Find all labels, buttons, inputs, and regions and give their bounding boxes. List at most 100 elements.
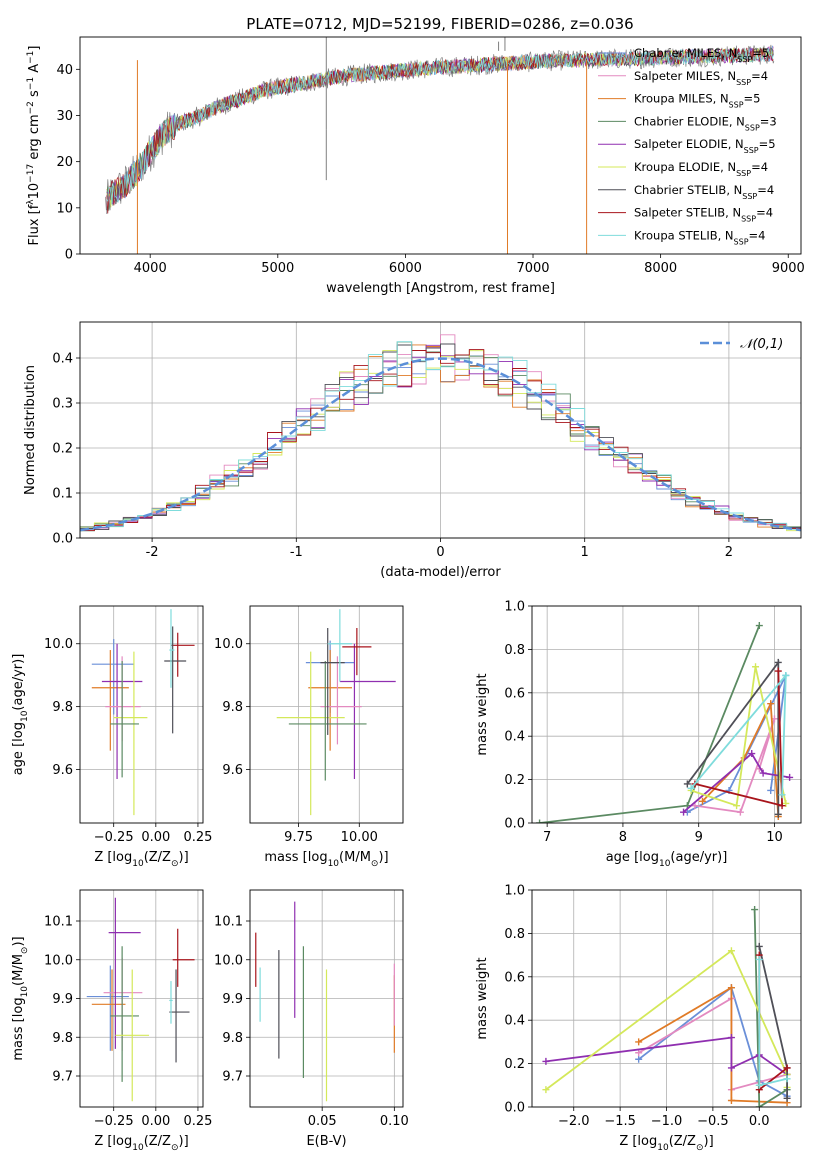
x-tick-label: 2 [725, 545, 733, 560]
weight-marker [778, 802, 786, 810]
x-tick-label: -2 [146, 545, 159, 560]
y-axis-label-part: A [27, 64, 42, 77]
y-axis-label: Normed distribution [23, 365, 38, 495]
legend-label-sub: SSP [741, 214, 756, 223]
y-tick-label: 9.6 [222, 763, 243, 778]
x-tick-label: 0.10 [380, 1114, 409, 1129]
legend-label: Chabrier ELODIE, NSSP=3 [634, 114, 777, 131]
weight-marker [755, 942, 763, 950]
x-axis-label: Z [log10(Z/Z⊙)] [94, 1134, 188, 1153]
legend-label-sub: SSP [745, 123, 760, 132]
y-axis-label-part: age [log [11, 722, 26, 775]
x-axis-label-part: Z [log [94, 850, 132, 865]
chart-title: PLATE=0712, MJD=52199, FIBERID=0286, z=0… [246, 15, 633, 33]
weight-marker [759, 769, 767, 777]
weight-marker [767, 700, 775, 708]
weight-line [694, 718, 776, 814]
x-axis-label: mass [log10(M/M⊙)] [264, 850, 388, 869]
legend-label-name: Chabrier STELIB, N [634, 183, 742, 197]
legend-label: Kroupa MILES, NSSP=5 [634, 92, 760, 110]
y-axis-label-part: ⊙ [20, 947, 30, 955]
legend-label-name: Chabrier ELODIE, N [634, 114, 745, 128]
y-axis-label: Flux [fλ10−17 erg cm−2 s−1 A−1] [26, 46, 42, 246]
y-tick-label: 0.6 [504, 686, 525, 701]
weight-marker [755, 1081, 763, 1089]
y-axis-label-part: (age/yr)] [11, 654, 26, 711]
legend-label: Kroupa ELODIE, NSSP=4 [634, 160, 768, 178]
weight-marker [751, 906, 759, 914]
legend-label-sub: SSP [729, 100, 744, 109]
legend-label-value: =4 [756, 206, 773, 220]
weight-marker [727, 947, 735, 955]
x-tick-label: 0.05 [308, 1114, 337, 1129]
plot-area [80, 334, 801, 538]
y-tick-label: 9.9 [222, 992, 243, 1007]
plot-area [276, 609, 396, 816]
x-axis-label: (data-model)/error [380, 565, 501, 580]
x-tick-label: 0.25 [183, 1114, 212, 1129]
legend-label-sub: SSP [736, 77, 751, 86]
z-age-panel: −0.25 0.00 0.259.69.810.0Z [log10(Z/Z⊙)]ag… [11, 605, 212, 869]
legend-label-value: =4 [749, 228, 766, 242]
weight-marker [755, 622, 763, 630]
legend-label: Salpeter MILES, NSSP=4 [634, 69, 768, 87]
x-tick-label: 9.75 [284, 830, 313, 845]
x-axis-label-part: )] [179, 1134, 189, 1149]
axes-frame [249, 889, 404, 1108]
y-tick-label: 0.0 [52, 532, 73, 547]
y-tick-label: 0.4 [504, 730, 525, 745]
y-tick-label: 0.4 [52, 352, 73, 367]
y-axis-label: mass weight [475, 957, 490, 1039]
histogram-step [80, 341, 801, 538]
gaussian-curve [80, 357, 801, 532]
legend-label-value: =4 [751, 69, 768, 83]
y-tick-label: 9.8 [222, 700, 243, 715]
y-tick-label: 0.4 [504, 1014, 525, 1029]
x-tick-label: −1.0 [651, 1114, 683, 1129]
x-tick-label: −0.25 [94, 1114, 134, 1129]
axes-frame [249, 605, 404, 824]
grid [532, 605, 801, 824]
y-tick-label: 0.0 [504, 817, 525, 832]
y-tick-label: 9.6 [52, 763, 73, 778]
y-tick-label: 10.1 [44, 915, 73, 930]
x-tick-label: 9 [695, 830, 703, 845]
plot-area [542, 906, 791, 1107]
weight-marker [635, 1055, 643, 1063]
axes-frame [531, 605, 802, 824]
legend-label-name: Kroupa ELODIE, N [634, 160, 736, 174]
legend-label: Salpeter ELODIE, NSSP=5 [634, 137, 776, 155]
x-axis-label-part: (age/yr)] [670, 850, 727, 865]
y-tick-label: 0.1 [52, 487, 73, 502]
legend-label-name: Salpeter MILES, N [634, 69, 736, 83]
y-axis-label-part: 10 [20, 986, 30, 998]
weight-marker [698, 797, 706, 805]
y-axis-label-part: )] [11, 936, 26, 946]
y-tick-label: 10.1 [214, 915, 243, 930]
weight-line [701, 700, 780, 817]
y-tick-label: 30 [56, 109, 73, 124]
plot-area [105, 37, 775, 254]
plot-area [255, 901, 395, 1102]
weight-marker [727, 984, 735, 992]
weight-marker [680, 808, 688, 816]
y-tick-label: 9.8 [52, 1031, 73, 1046]
axes-frame [79, 321, 802, 539]
x-tick-label: 10 [766, 830, 783, 845]
y-tick-label: 1.0 [504, 884, 525, 899]
y-tick-label: 0.8 [504, 643, 525, 658]
y-axis-label-part: mass [log [11, 997, 26, 1060]
x-tick-label: 0.00 [141, 830, 170, 845]
weight-marker [782, 799, 790, 807]
y-axis-label-part: λ [26, 199, 36, 205]
x-axis-label: E(B-V) [306, 1134, 346, 1149]
x-axis-label-part: Z [log [94, 1134, 132, 1149]
x-axis-label-part: Z [log [619, 1134, 657, 1149]
weight-line [638, 986, 788, 1097]
z-weight-panel: −2.0 −1.5 −1.0 −0.5 0.0 0.0 0.2 0.4 0.6 0.8 1.0 Z [… [475, 884, 802, 1153]
weight-marker [774, 658, 782, 666]
y-tick-label: 40 [56, 63, 73, 78]
x-axis-label-part: 10 [132, 859, 144, 869]
y-tick-label: 1.0 [504, 600, 525, 615]
y-tick-label: 0.3 [52, 397, 73, 412]
